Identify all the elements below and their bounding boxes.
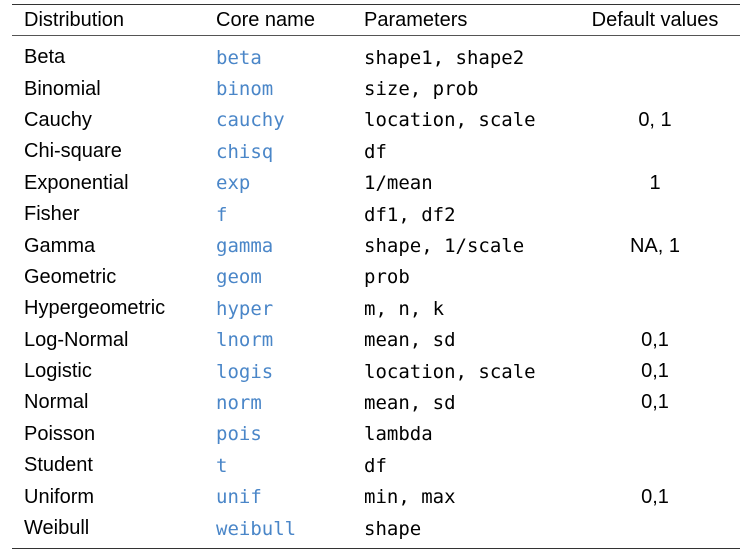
cell-distribution: Hypergeometric bbox=[24, 297, 166, 320]
cell-distribution: Binomial bbox=[24, 77, 101, 100]
cell-distribution: Gamma bbox=[24, 234, 96, 257]
cell-parameters: 1/mean bbox=[364, 172, 433, 195]
cell-core-name: beta bbox=[216, 46, 262, 69]
cell-core-name: norm bbox=[216, 391, 262, 414]
table-row: Fisher f df1, df2 bbox=[12, 199, 740, 230]
table-row: Logistic logis location, scale 0,1 bbox=[12, 356, 740, 387]
cell-distribution: Student bbox=[24, 454, 93, 477]
table-row: Geometric geom prob bbox=[12, 262, 740, 293]
cell-default-values: NA, 1 bbox=[629, 234, 681, 257]
cell-core-name: unif bbox=[216, 486, 262, 509]
cell-core-name: geom bbox=[216, 266, 262, 289]
cell-distribution: Normal bbox=[24, 391, 89, 414]
table-row: Exponential exp 1/mean 1 bbox=[12, 168, 740, 199]
cell-distribution: Beta bbox=[24, 46, 66, 69]
table-row: Cauchy cauchy location, scale 0, 1 bbox=[12, 105, 740, 136]
cell-core-name: pois bbox=[216, 423, 262, 446]
table-header: Distribution Core name Parameters Defaul… bbox=[12, 5, 740, 36]
cell-distribution: Chi-square bbox=[24, 140, 122, 163]
cell-distribution: Weibull bbox=[24, 517, 90, 540]
header-parameters: Parameters bbox=[364, 8, 468, 31]
cell-core-name: t bbox=[216, 454, 228, 477]
cell-distribution: Cauchy bbox=[24, 108, 92, 131]
distribution-table: Distribution Core name Parameters Defaul… bbox=[12, 4, 740, 550]
header-default-values: Default values bbox=[591, 8, 719, 31]
cell-parameters: df bbox=[364, 454, 387, 477]
table-row: Uniform unif min, max 0,1 bbox=[12, 481, 740, 512]
cell-parameters: min, max bbox=[364, 486, 456, 509]
cell-core-name: logis bbox=[216, 360, 274, 383]
cell-parameters: mean, sd bbox=[364, 391, 456, 414]
cell-distribution: Uniform bbox=[24, 485, 95, 508]
table-body: Beta beta shape1, shape2 Binomial binom size,… bbox=[12, 36, 740, 548]
cell-core-name: cauchy bbox=[216, 109, 285, 132]
table-row: Log-Normal lnorm mean, sd 0,1 bbox=[12, 325, 740, 356]
cell-distribution: Log-Normal bbox=[24, 328, 129, 351]
cell-distribution: Fisher bbox=[24, 203, 80, 226]
cell-core-name: chisq bbox=[216, 140, 274, 163]
cell-core-name: exp bbox=[216, 172, 251, 195]
table-row: Normal norm mean, sd 0,1 bbox=[12, 387, 740, 418]
header-core-name: Core name bbox=[216, 8, 315, 31]
table-row: Poisson pois lambda bbox=[12, 419, 740, 450]
cell-parameters: df1, df2 bbox=[364, 203, 456, 226]
cell-parameters: shape, 1/scale bbox=[364, 235, 525, 258]
table-row: Weibull weibull shape bbox=[12, 513, 740, 544]
cell-distribution: Exponential bbox=[24, 171, 129, 194]
cell-core-name: binom bbox=[216, 78, 274, 101]
cell-parameters: shape bbox=[364, 517, 422, 540]
table-row: Gamma gamma shape, 1/scale NA, 1 bbox=[12, 230, 740, 261]
cell-default-values: 0,1 bbox=[641, 360, 669, 383]
cell-core-name: gamma bbox=[216, 235, 274, 258]
cell-parameters: mean, sd bbox=[364, 329, 456, 352]
cell-parameters: lambda bbox=[364, 423, 433, 446]
cell-core-name: lnorm bbox=[216, 329, 274, 352]
header-distribution: Distribution bbox=[24, 8, 125, 31]
cell-default-values: 1 bbox=[649, 171, 661, 194]
cell-distribution: Logistic bbox=[24, 360, 92, 383]
cell-parameters: shape1, shape2 bbox=[364, 46, 525, 69]
table-row: Hypergeometric hyper m, n, k bbox=[12, 293, 740, 324]
cell-default-values: 0, 1 bbox=[638, 108, 672, 131]
cell-parameters: prob bbox=[364, 266, 410, 289]
cell-parameters: m, n, k bbox=[364, 297, 445, 320]
cell-parameters: location, scale bbox=[364, 360, 536, 383]
cell-default-values: 0,1 bbox=[641, 328, 669, 351]
cell-default-values: 0,1 bbox=[641, 391, 669, 414]
cell-parameters: df bbox=[364, 140, 387, 163]
cell-parameters: size, prob bbox=[364, 78, 479, 101]
cell-core-name: hyper bbox=[216, 297, 274, 320]
table-row: Chi-square chisq df bbox=[12, 136, 740, 167]
cell-core-name: f bbox=[216, 203, 228, 226]
cell-parameters: location, scale bbox=[364, 109, 536, 132]
cell-default-values: 0,1 bbox=[641, 485, 669, 508]
table-row: Beta beta shape1, shape2 bbox=[12, 42, 740, 73]
cell-distribution: Poisson bbox=[24, 422, 96, 445]
table-row: Binomial binom size, prob bbox=[12, 73, 740, 104]
cell-distribution: Geometric bbox=[24, 265, 117, 288]
cell-core-name: weibull bbox=[216, 517, 297, 540]
table-row: Student t df bbox=[12, 450, 740, 481]
